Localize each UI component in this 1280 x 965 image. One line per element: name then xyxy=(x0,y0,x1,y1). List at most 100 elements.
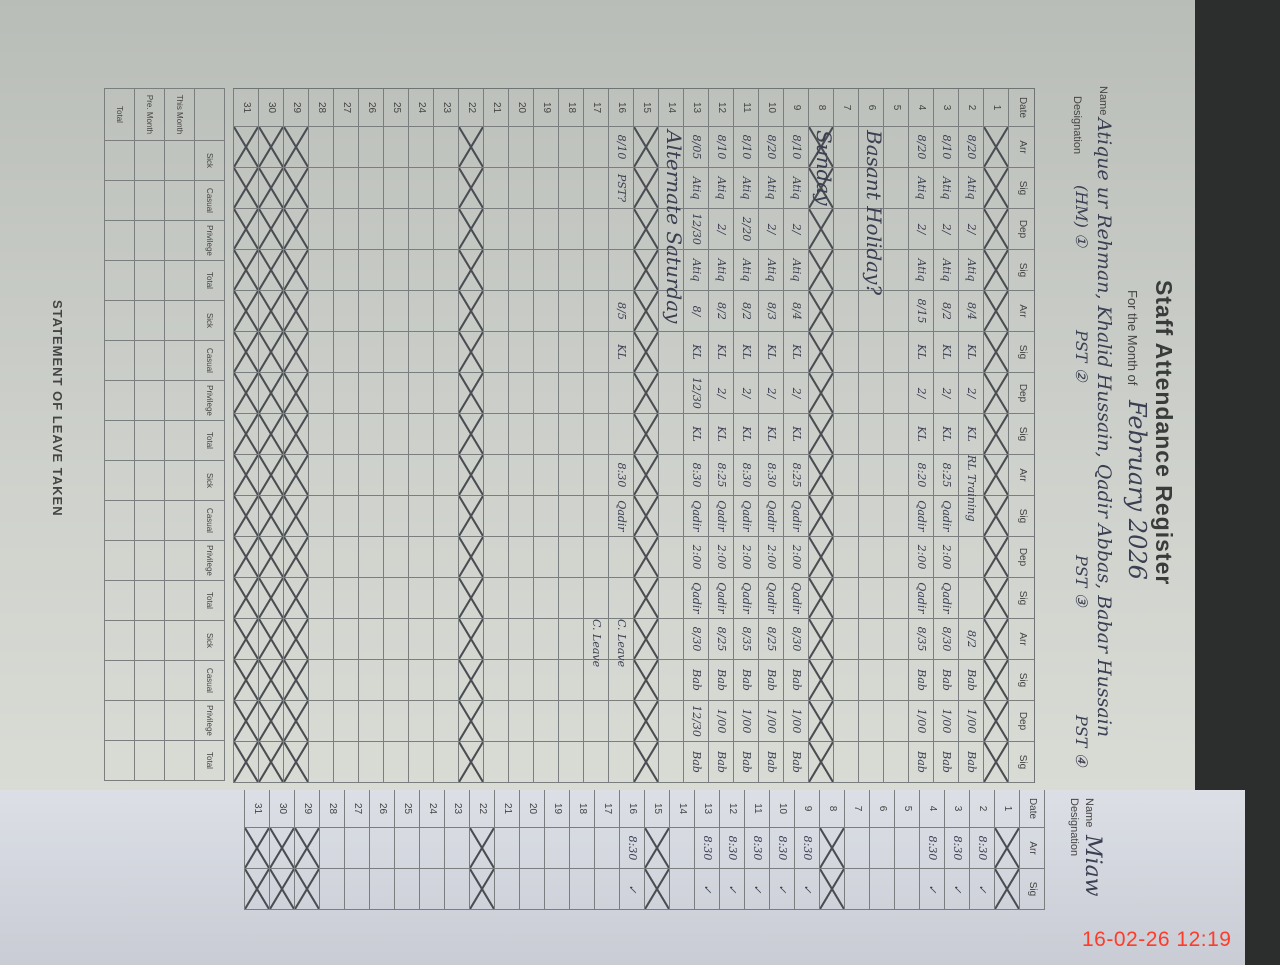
attendance-cell xyxy=(808,373,833,414)
attendance-cell xyxy=(883,496,908,537)
attendance-cell xyxy=(258,660,283,701)
attendance-cell xyxy=(633,496,658,537)
row-date: 19 xyxy=(533,89,558,127)
attendance-cell xyxy=(658,578,683,619)
leave-row-label: Pre. Month xyxy=(134,89,164,141)
attendance-cell: 8/30 xyxy=(933,619,958,660)
next-page-table: Date Arr Sig 1 2 8:30 ✓ 3 8:30 ✓ 4 8:30 ✓ 5 6 7 8 9 8:30 ✓ 1… xyxy=(244,790,1045,910)
attendance-cell xyxy=(508,127,533,168)
leave-cell xyxy=(104,141,134,181)
row-date: 13 xyxy=(683,89,708,127)
column-header-dep: Dep xyxy=(1008,701,1034,742)
attendance-cell xyxy=(958,496,983,537)
attendance-cell xyxy=(283,578,308,619)
attendance-cell xyxy=(433,414,458,455)
leave-cell xyxy=(104,421,134,461)
attendance-cell xyxy=(819,828,844,869)
attendance-cell xyxy=(333,578,358,619)
attendance-cell xyxy=(433,701,458,742)
leave-cell xyxy=(104,661,134,701)
row-date: 26 xyxy=(369,790,394,828)
attendance-cell: 8:25 xyxy=(933,455,958,496)
month-label: For the Month of xyxy=(1125,290,1140,386)
row-date: 2 xyxy=(958,89,983,127)
next-page-row: 14 xyxy=(669,790,694,910)
attendance-cell: Atiq xyxy=(758,250,783,291)
attendance-cell: 2/ xyxy=(933,373,958,414)
attendance-cell xyxy=(533,332,558,373)
attendance-cell xyxy=(583,701,608,742)
row-date: 13 xyxy=(694,790,719,828)
attendance-cell: 8/2 xyxy=(958,619,983,660)
attendance-cell: 8/10 xyxy=(733,127,758,168)
signature-cell: ✓ xyxy=(719,869,744,910)
table-row: 27 xyxy=(333,89,358,783)
attendance-cell: 8:30 xyxy=(683,455,708,496)
attendance-cell: Qadir xyxy=(908,496,933,537)
attendance-cell: 8/25 xyxy=(708,619,733,660)
attendance-cell: 1/00 xyxy=(708,701,733,742)
attendance-cell xyxy=(383,168,408,209)
attendance-cell xyxy=(333,332,358,373)
row-date: 3 xyxy=(933,89,958,127)
attendance-cell xyxy=(533,373,558,414)
attendance-cell xyxy=(858,332,883,373)
attendance-cell xyxy=(433,455,458,496)
attendance-cell xyxy=(508,168,533,209)
attendance-cell xyxy=(508,619,533,660)
attendance-cell xyxy=(833,742,858,783)
attendance-cell: 8:30 xyxy=(758,455,783,496)
attendance-cell xyxy=(519,828,544,869)
attendance-cell xyxy=(308,209,333,250)
attendance-cell xyxy=(358,414,383,455)
attendance-cell xyxy=(283,414,308,455)
row-date: 27 xyxy=(344,790,369,828)
signature-cell xyxy=(419,869,444,910)
attendance-cell xyxy=(383,619,408,660)
attendance-cell xyxy=(983,291,1008,332)
attendance-cell: 2:00 xyxy=(908,537,933,578)
attendance-cell: Bab xyxy=(958,742,983,783)
attendance-cell: 8:30 xyxy=(719,828,744,869)
leave-header-row: Sick Casual Privilege Total Sick Casual Privil… xyxy=(194,89,224,781)
row-date: 30 xyxy=(269,790,294,828)
attendance-cell: 8/10 xyxy=(708,127,733,168)
attendance-cell: C. Leave xyxy=(583,619,608,667)
attendance-cell: 12/30 xyxy=(683,701,708,742)
attendance-cell xyxy=(583,168,608,209)
leave-cell xyxy=(164,221,194,261)
attendance-cell: 12/30 xyxy=(683,209,708,250)
row-date: 12 xyxy=(719,790,744,828)
attendance-cell xyxy=(644,828,669,869)
attendance-cell xyxy=(333,168,358,209)
leave-cell xyxy=(134,501,164,541)
attendance-cell xyxy=(383,537,408,578)
leave-type-header: Sick xyxy=(194,141,224,181)
attendance-cell xyxy=(333,742,358,783)
attendance-cell: Atiq xyxy=(733,250,758,291)
row-date: 22 xyxy=(469,790,494,828)
attendance-cell xyxy=(258,209,283,250)
attendance-cell xyxy=(233,373,258,414)
attendance-cell xyxy=(283,332,308,373)
attendance-cell xyxy=(858,619,883,660)
attendance-cell xyxy=(308,332,333,373)
attendance-cell xyxy=(533,496,558,537)
leave-cell xyxy=(164,141,194,181)
attendance-cell: KL xyxy=(708,332,733,373)
attendance-cell xyxy=(633,537,658,578)
attendance-cell xyxy=(658,373,683,414)
attendance-cell xyxy=(583,660,608,701)
table-row: 30 xyxy=(258,89,283,783)
attendance-cell xyxy=(658,455,683,496)
attendance-cell xyxy=(844,828,869,869)
attendance-cell: Atiq xyxy=(783,168,808,209)
attendance-cell xyxy=(358,373,383,414)
attendance-cell xyxy=(244,828,269,869)
attendance-cell xyxy=(808,742,833,783)
attendance-cell xyxy=(583,373,608,414)
attendance-cell xyxy=(344,828,369,869)
next-page-row: 4 8:30 ✓ xyxy=(919,790,944,910)
attendance-cell xyxy=(458,332,483,373)
attendance-cell xyxy=(608,373,633,414)
